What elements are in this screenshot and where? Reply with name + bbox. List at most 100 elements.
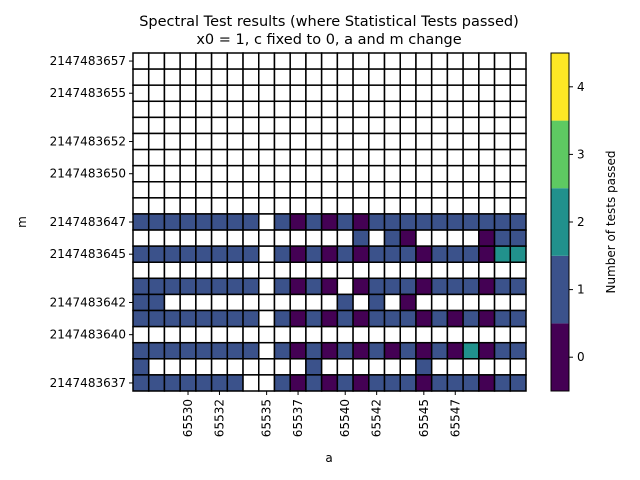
heatmap-cell (336, 213, 354, 231)
heatmap-cell (289, 261, 307, 280)
heatmap-cell (430, 229, 449, 247)
heatmap-cell (242, 277, 260, 296)
heatmap-cell (383, 261, 401, 280)
heatmap-cell (383, 132, 401, 151)
heatmap-cell (509, 197, 527, 215)
heatmap-cell (383, 374, 401, 392)
colorbar-segment (551, 120, 569, 189)
heatmap-cell (493, 100, 512, 119)
heatmap-cell (336, 325, 354, 344)
heatmap-cell (446, 293, 464, 312)
heatmap-cell (336, 358, 354, 376)
heatmap-cell (493, 148, 512, 167)
heatmap-cell (368, 229, 386, 247)
heatmap-cell (179, 277, 197, 296)
heatmap-cell (258, 52, 276, 70)
heatmap-cell (430, 293, 449, 312)
heatmap-cell (415, 229, 433, 247)
heatmap-cell (415, 197, 433, 215)
y-tick-label: 2147483642 (50, 295, 126, 309)
heatmap-cell (179, 68, 197, 86)
heatmap-cell (210, 213, 229, 231)
heatmap-cell (352, 341, 370, 360)
heatmap-cell (478, 358, 496, 376)
heatmap-cell (242, 245, 260, 263)
heatmap-cell (352, 132, 370, 151)
heatmap-cell (399, 229, 417, 247)
heatmap-cell (132, 68, 150, 86)
heatmap-cell (195, 100, 213, 119)
y-tick-label: 2147483655 (50, 86, 126, 100)
heatmap-cell (163, 341, 181, 360)
heatmap-cell (132, 374, 150, 392)
heatmap-cell (352, 181, 370, 199)
heatmap-cell (336, 100, 354, 119)
heatmap-cell (446, 100, 464, 119)
heatmap-cell (132, 132, 150, 151)
heatmap-cell (195, 148, 213, 167)
heatmap-cell (478, 84, 496, 103)
heatmap-cell (430, 197, 449, 215)
heatmap-cell (462, 325, 480, 344)
heatmap-cell (368, 148, 386, 167)
heatmap-cell (430, 245, 449, 263)
heatmap-cell (368, 197, 386, 215)
colorbar-tick-label: 2 (577, 215, 585, 229)
heatmap-cell (210, 261, 229, 280)
heatmap-cell (399, 132, 417, 151)
heatmap-cell (163, 197, 181, 215)
heatmap-cell (210, 293, 229, 312)
heatmap-cell (132, 164, 150, 183)
heatmap-cell (226, 197, 244, 215)
heatmap-cell (383, 164, 401, 183)
heatmap-cell (273, 213, 291, 231)
heatmap-cell (242, 116, 260, 135)
heatmap-cell (210, 181, 229, 199)
y-tick-label: 2147483637 (50, 376, 126, 390)
heatmap-cell (132, 261, 150, 280)
heatmap-cell (368, 68, 386, 86)
heatmap-cell (132, 325, 150, 344)
heatmap-cell (179, 84, 197, 103)
heatmap-cell (258, 229, 276, 247)
heatmap-cell (147, 309, 166, 328)
heatmap-cell (147, 197, 166, 215)
heatmap-cell (273, 148, 291, 167)
heatmap-cell (368, 116, 386, 135)
heatmap-cell (195, 309, 213, 328)
heatmap-cell (305, 325, 323, 344)
heatmap-cell (462, 197, 480, 215)
heatmap-cell (226, 293, 244, 312)
heatmap-cell (242, 52, 260, 70)
heatmap-cell (179, 261, 197, 280)
heatmap-cell (242, 358, 260, 376)
heatmap-cell (446, 261, 464, 280)
heatmap-cell (446, 277, 464, 296)
heatmap-cell (446, 213, 464, 231)
heatmap-cell (399, 374, 417, 392)
heatmap-cell (179, 341, 197, 360)
heatmap-cell (289, 132, 307, 151)
heatmap-cell (258, 374, 276, 392)
heatmap-cell (383, 277, 401, 296)
heatmap-cell (195, 164, 213, 183)
heatmap-cell (493, 229, 512, 247)
heatmap-cell (478, 293, 496, 312)
heatmap-cell (210, 245, 229, 263)
heatmap-cell (132, 245, 150, 263)
heatmap-cell (415, 181, 433, 199)
colorbar-segment (551, 323, 569, 391)
heatmap-cell (163, 100, 181, 119)
heatmap-cell (430, 374, 449, 392)
heatmap-cell (226, 261, 244, 280)
heatmap-cell (305, 84, 323, 103)
heatmap-cell (305, 197, 323, 215)
heatmap-cell (320, 358, 339, 376)
heatmap-cell (242, 164, 260, 183)
heatmap-cell (226, 132, 244, 151)
heatmap-cell (320, 245, 339, 263)
heatmap-cell (210, 358, 229, 376)
heatmap-cell (258, 293, 276, 312)
heatmap-cell (415, 245, 433, 263)
heatmap-cell (195, 325, 213, 344)
